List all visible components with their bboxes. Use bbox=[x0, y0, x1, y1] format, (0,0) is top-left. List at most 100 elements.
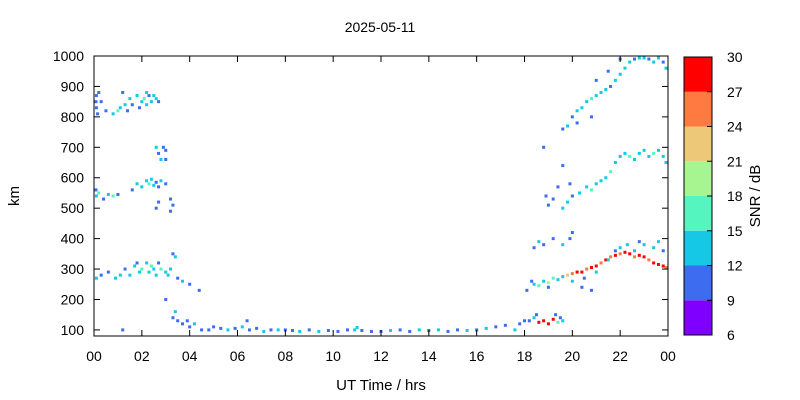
data-point bbox=[137, 270, 141, 274]
data-point bbox=[532, 282, 536, 286]
data-point bbox=[336, 329, 340, 333]
data-point bbox=[580, 285, 584, 289]
data-point bbox=[542, 279, 546, 283]
data-point bbox=[212, 325, 216, 329]
data-point bbox=[247, 328, 251, 332]
data-point bbox=[589, 115, 593, 119]
data-point bbox=[580, 270, 584, 274]
data-point bbox=[556, 185, 560, 189]
data-point bbox=[589, 97, 593, 101]
data-point bbox=[566, 200, 570, 204]
data-point bbox=[169, 209, 173, 213]
data-point bbox=[582, 276, 586, 280]
data-point bbox=[575, 270, 579, 274]
data-point bbox=[149, 100, 153, 104]
data-point bbox=[164, 297, 168, 301]
data-point bbox=[125, 109, 129, 113]
y-tick-label: 500 bbox=[61, 200, 85, 216]
colorbar-band bbox=[684, 265, 712, 301]
data-point bbox=[317, 329, 321, 333]
data-point bbox=[537, 240, 541, 244]
data-point bbox=[575, 121, 579, 125]
data-point bbox=[94, 106, 98, 110]
data-point bbox=[518, 322, 522, 326]
data-point bbox=[664, 266, 668, 270]
data-point bbox=[637, 151, 641, 155]
data-point bbox=[147, 270, 151, 274]
data-point bbox=[123, 103, 127, 107]
data-point bbox=[152, 183, 156, 187]
data-point bbox=[135, 94, 139, 98]
data-point bbox=[566, 124, 570, 128]
data-point bbox=[140, 100, 144, 104]
data-point bbox=[633, 255, 637, 259]
data-point bbox=[233, 326, 237, 330]
data-point bbox=[130, 103, 134, 107]
data-point bbox=[173, 310, 177, 314]
data-point bbox=[417, 328, 421, 332]
colorbar-band bbox=[684, 126, 712, 162]
data-point bbox=[594, 182, 598, 186]
data-point bbox=[269, 328, 273, 332]
data-point bbox=[161, 145, 165, 149]
data-point bbox=[360, 329, 364, 333]
data-point bbox=[326, 329, 330, 333]
data-point bbox=[570, 231, 574, 235]
data-point bbox=[145, 179, 149, 183]
data-point bbox=[456, 328, 460, 332]
data-point bbox=[532, 316, 536, 320]
data-point bbox=[152, 267, 156, 271]
colorbar-tick-label: 9 bbox=[727, 292, 735, 308]
data-point bbox=[656, 56, 660, 60]
data-point bbox=[137, 106, 141, 110]
data-point bbox=[276, 328, 280, 332]
data-point bbox=[551, 276, 555, 280]
data-point bbox=[551, 237, 555, 241]
data-point bbox=[145, 91, 149, 95]
data-point bbox=[656, 240, 660, 244]
y-tick-label: 100 bbox=[61, 322, 85, 338]
data-point bbox=[169, 267, 173, 271]
data-point bbox=[475, 328, 479, 332]
data-point bbox=[599, 179, 603, 183]
data-point bbox=[159, 267, 163, 271]
y-tick-label: 600 bbox=[61, 170, 85, 186]
data-point bbox=[530, 279, 534, 283]
data-point bbox=[135, 261, 139, 265]
data-point bbox=[642, 255, 646, 259]
y-tick-label: 200 bbox=[61, 291, 85, 307]
data-point bbox=[369, 329, 373, 333]
data-point bbox=[207, 328, 211, 332]
data-point bbox=[623, 250, 627, 254]
data-point bbox=[599, 261, 603, 265]
data-point bbox=[135, 182, 139, 186]
data-point bbox=[116, 109, 120, 113]
data-point bbox=[154, 273, 158, 277]
data-point bbox=[240, 325, 244, 329]
data-point bbox=[94, 188, 98, 192]
data-point bbox=[104, 109, 108, 113]
data-point bbox=[604, 87, 608, 91]
data-point bbox=[628, 154, 632, 158]
x-axis: 00 02 04 06 08 10 12 14 16 18 20 22 00 bbox=[86, 56, 676, 364]
data-point bbox=[147, 94, 151, 98]
data-point bbox=[188, 282, 192, 286]
data-point bbox=[283, 328, 287, 332]
colorbar-tick-label: 27 bbox=[727, 84, 743, 100]
colorbar-band bbox=[684, 196, 712, 231]
data-point bbox=[647, 258, 651, 262]
chart-title: 2025-05-11 bbox=[345, 19, 416, 35]
x-tick-label: 00 bbox=[660, 348, 676, 364]
y-axis-label: km bbox=[6, 186, 23, 206]
data-point bbox=[589, 266, 593, 270]
data-point bbox=[544, 194, 548, 198]
data-point bbox=[661, 249, 665, 253]
data-point bbox=[613, 249, 617, 253]
data-point bbox=[307, 328, 311, 332]
data-point bbox=[154, 97, 158, 101]
colorbar-band bbox=[684, 161, 712, 196]
data-point bbox=[575, 109, 579, 113]
data-point bbox=[623, 151, 627, 155]
data-point bbox=[604, 176, 608, 180]
data-point bbox=[633, 57, 637, 61]
